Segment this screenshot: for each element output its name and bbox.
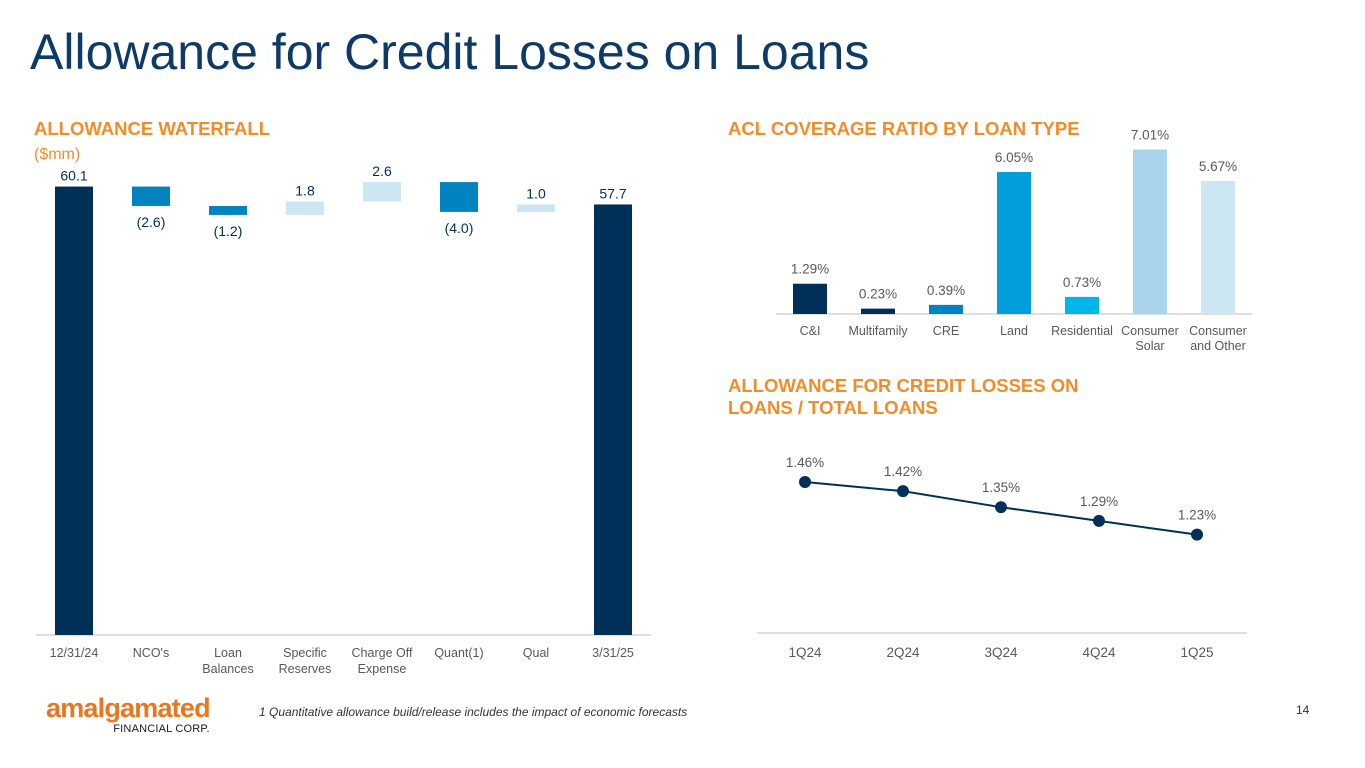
waterfall-value-label: (2.6) [137,214,166,230]
coverage-title: ACL COVERAGE RATIO BY LOAN TYPE [728,118,1080,139]
coverage-category-label: Residential [1051,324,1113,338]
page-title: Allowance for Credit Losses on Loans [30,24,870,80]
waterfall-category-label: Reserves [279,662,332,676]
coverage-bar [861,308,895,314]
coverage-value-label: 0.23% [859,287,897,302]
coverage-category-label: C&I [800,324,821,338]
waterfall-value-label: 1.8 [295,182,315,198]
ratio-point [1093,514,1105,527]
waterfall-bar [594,204,632,635]
coverage-bar [793,283,827,314]
ratio-category-label: 4Q24 [1082,645,1116,660]
waterfall-unit: ($mm) [34,146,81,163]
waterfall-bar [55,186,93,636]
waterfall-value-label: 60.1 [60,168,87,184]
waterfall-category-label: Qual [523,646,549,660]
coverage-value-label: 6.05% [995,150,1033,165]
logo-subtitle: FINANCIAL CORP. [113,723,210,735]
waterfall-category-label: 12/31/24 [50,646,99,660]
ratio-value-label: 1.42% [884,464,922,479]
waterfall-bar [363,182,401,202]
coverage-bar [929,304,963,314]
coverage-value-label: 0.39% [927,283,965,298]
coverage-value-label: 5.67% [1199,159,1237,174]
waterfall-bar [440,182,478,212]
waterfall-value-label: 1.0 [526,185,546,201]
waterfall-category-label: Balances [202,662,253,676]
waterfall-bar [286,201,324,215]
waterfall-value-label: 57.7 [599,185,626,201]
ratio-category-label: 1Q24 [788,645,822,660]
allowance-ratio-title-line2: LOANS / TOTAL LOANS [728,397,938,419]
coverage-bar [1133,149,1167,314]
ratio-category-label: 3Q24 [984,645,1018,660]
coverage-value-label: 7.01% [1131,127,1169,142]
waterfall-category-label: Charge Off [352,646,413,660]
ratio-value-label: 1.29% [1080,494,1118,509]
waterfall-value-label: 2.6 [372,163,392,179]
waterfall-category-label: 3/31/25 [592,646,634,660]
ratio-point [799,476,811,489]
ratio-category-label: 2Q24 [886,645,920,660]
amalgamated-logo: amalgamated FINANCIAL CORP. [46,693,211,736]
footnote: 1 Quantitative allowance build/release i… [259,705,688,719]
coverage-bar [1065,296,1099,314]
waterfall-category-label: Expense [358,662,407,676]
coverage-category-label: and Other [1190,339,1246,353]
coverage-category-label: Consumer [1189,324,1247,338]
ratio-value-label: 1.23% [1178,508,1216,523]
coverage-value-label: 1.29% [791,262,829,277]
waterfall-category-label: Loan [214,646,242,660]
waterfall-bar [209,205,247,215]
acl-coverage-chart: 1.29% C&I 0.23% Multifamily 0.39% CRE 6.05% Lan… [776,127,1252,353]
ratio-value-label: 1.35% [982,480,1020,495]
waterfall-category-label: Quant(1) [434,646,483,660]
waterfall-bar [132,186,170,206]
waterfall-bar [517,204,555,212]
waterfall-category-label: NCO's [133,646,169,660]
waterfall-category-label: Specific [283,646,327,660]
page-number: 14 [1296,703,1310,717]
coverage-category-label: Consumer [1121,324,1179,338]
coverage-category-label: Land [1000,324,1028,338]
allowance-ratio-title: ALLOWANCE FOR CREDIT LOSSES ON LOANS / T… [728,375,1078,419]
waterfall-value-label: (1.2) [214,223,243,239]
coverage-bar [997,172,1031,314]
coverage-category-label: Multifamily [848,324,908,338]
ratio-point [1191,528,1203,541]
ratio-value-label: 1.46% [786,455,824,470]
acl-ratio-line-chart: 1.46% 1Q24 1.42% 2Q24 1.35% 3Q24 1.29% 4Q24 1.23… [757,455,1247,660]
coverage-category-label: CRE [933,324,959,338]
ratio-point [897,485,909,498]
ratio-category-label: 1Q25 [1180,645,1213,660]
logo-wordmark: amalgamated [46,693,211,723]
waterfall-value-label: (4.0) [445,220,474,236]
waterfall-title: ALLOWANCE WATERFALL [34,118,271,139]
allowance-ratio-title-line1: ALLOWANCE FOR CREDIT LOSSES ON [728,375,1079,396]
allowance-waterfall-chart: 60.1 12/31/24 (2.6) NCO's (1.2) Loan Balances 1… [36,163,651,676]
coverage-bar [1201,180,1235,314]
coverage-value-label: 0.73% [1063,275,1101,290]
coverage-category-label: Solar [1135,339,1164,353]
ratio-point [995,501,1007,514]
